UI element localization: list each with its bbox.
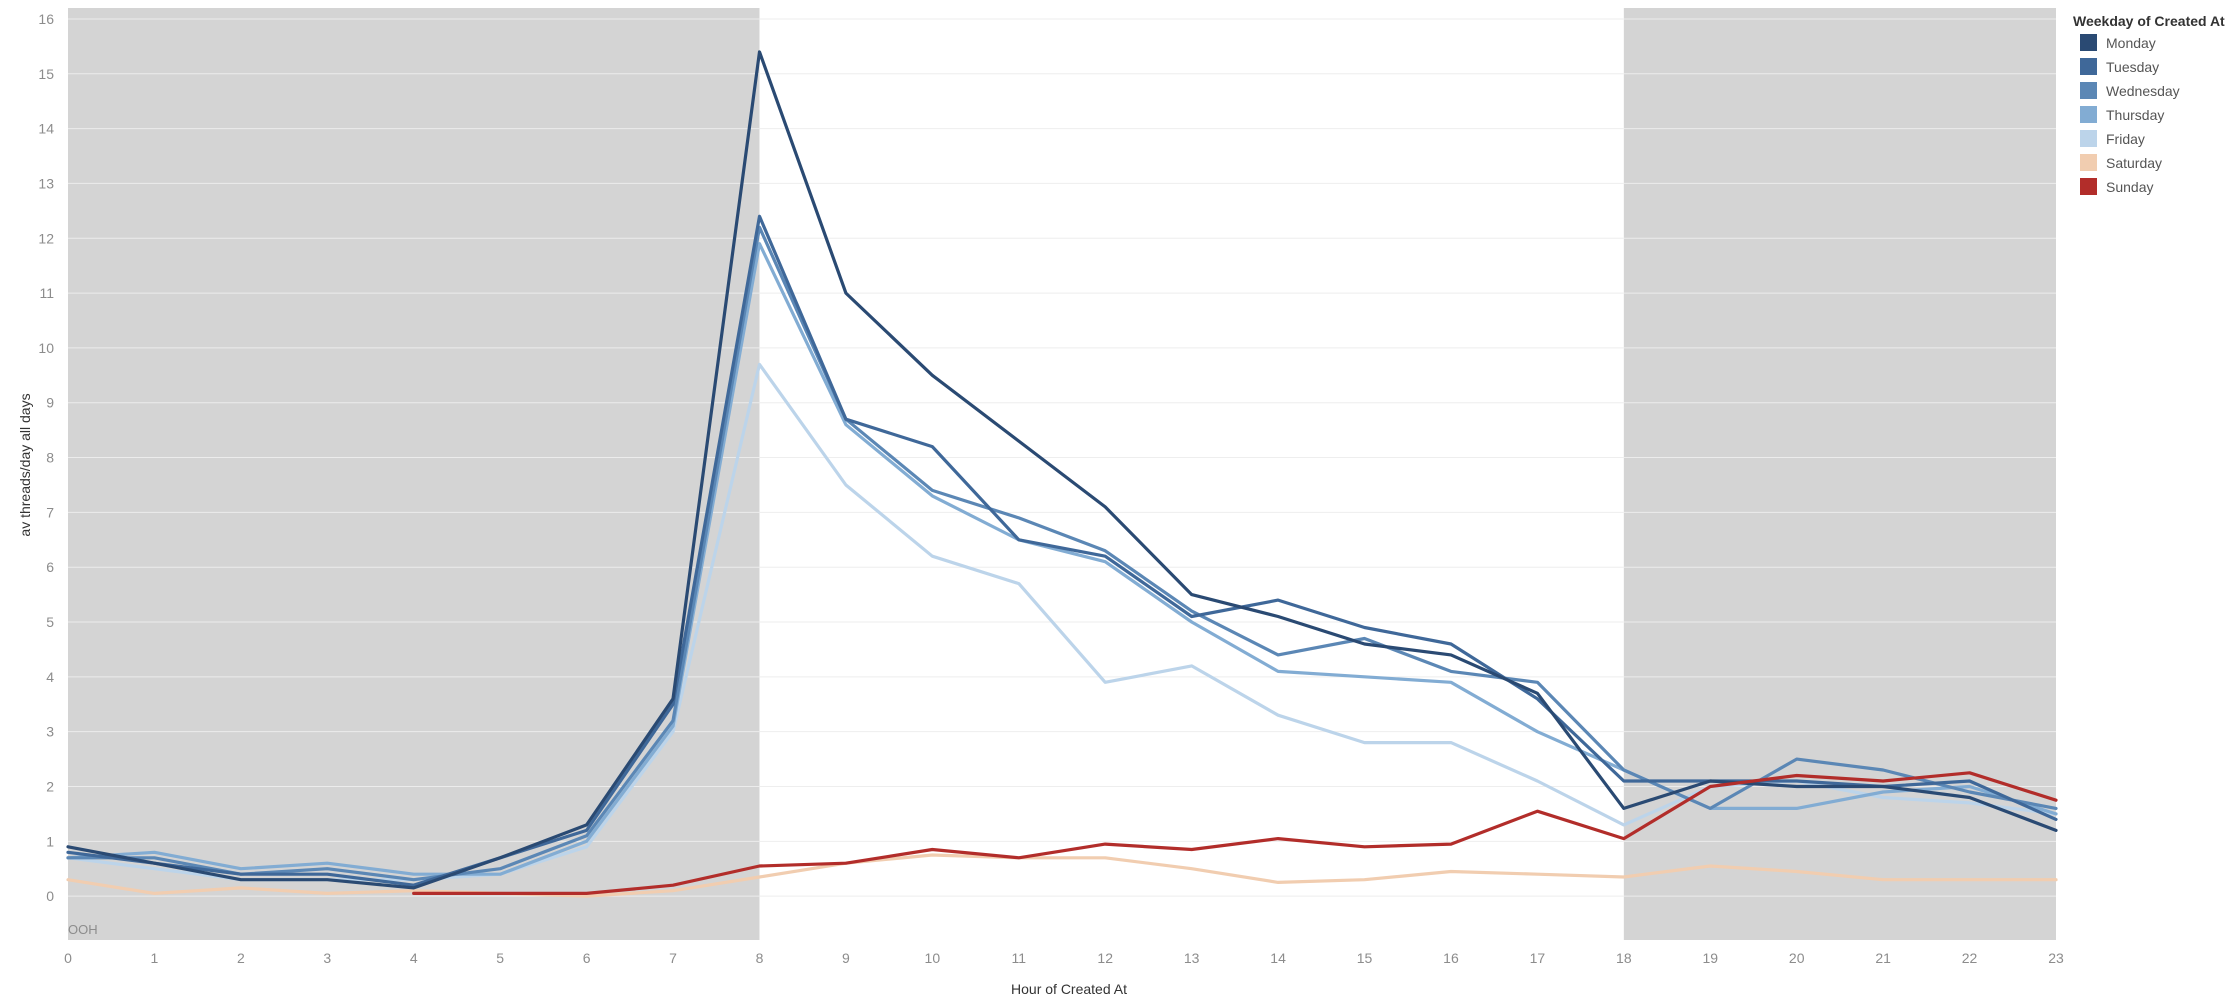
y-tick-15: 15 — [38, 66, 54, 82]
x-axis: 0 1 2 3 4 5 6 7 8 9 10 11 12 13 14 15 16 17 18 19 20 21 22 23 — [64, 950, 2064, 966]
x-tick-3: 3 — [323, 950, 331, 966]
series-line-saturday — [66, 853, 2058, 898]
legend-swatch-monday — [2080, 34, 2097, 51]
legend-label-thursday: Thursday — [2106, 107, 2164, 123]
legend-label-sunday: Sunday — [2106, 179, 2153, 195]
y-tick-14: 14 — [38, 121, 54, 137]
legend-swatch-thursday — [2080, 106, 2097, 123]
x-tick-5: 5 — [496, 950, 504, 966]
y-tick-4: 4 — [46, 669, 54, 685]
series-lines — [66, 50, 2058, 898]
legend-swatch-sunday — [2080, 178, 2097, 195]
series-line-thursday — [66, 242, 2058, 876]
y-tick-8: 8 — [46, 450, 54, 466]
legend-label-saturday: Saturday — [2106, 155, 2162, 171]
x-tick-19: 19 — [1702, 950, 1718, 966]
x-tick-17: 17 — [1530, 950, 1546, 966]
x-axis-title: Hour of Created At — [1011, 981, 1127, 997]
legend-items: Monday Tuesday Wednesday Thursday Friday Satu… — [2080, 34, 2180, 195]
x-tick-23: 23 — [2048, 950, 2064, 966]
band-label: OOH — [68, 922, 98, 937]
legend-label-friday: Friday — [2106, 131, 2145, 147]
shaded-band-0 — [68, 8, 760, 940]
x-tick-0: 0 — [64, 950, 72, 966]
y-tick-12: 12 — [38, 230, 54, 246]
series-line-monday — [66, 50, 2058, 890]
legend-label-monday: Monday — [2106, 35, 2156, 51]
legend-label-tuesday: Tuesday — [2106, 59, 2159, 75]
legend-swatch-wednesday — [2080, 82, 2097, 99]
y-tick-9: 9 — [46, 395, 54, 411]
y-tick-6: 6 — [46, 559, 54, 575]
x-tick-21: 21 — [1875, 950, 1891, 966]
gridlines — [68, 18, 2056, 897]
shaded-bands — [68, 8, 2056, 940]
y-tick-11: 11 — [39, 285, 54, 301]
series-line-sunday — [412, 771, 2058, 895]
y-tick-7: 7 — [46, 504, 54, 520]
x-tick-12: 12 — [1097, 950, 1113, 966]
series-line-wednesday — [66, 225, 2058, 882]
y-tick-0: 0 — [46, 888, 54, 904]
x-tick-10: 10 — [925, 950, 941, 966]
x-tick-18: 18 — [1616, 950, 1632, 966]
x-tick-11: 11 — [1012, 950, 1027, 966]
x-tick-14: 14 — [1270, 950, 1286, 966]
y-axis-title: av threads/day all days — [17, 393, 33, 536]
x-tick-8: 8 — [756, 950, 764, 966]
y-tick-5: 5 — [46, 614, 54, 630]
x-tick-4: 4 — [410, 950, 418, 966]
y-tick-10: 10 — [38, 340, 54, 356]
x-tick-7: 7 — [669, 950, 677, 966]
legend-swatch-friday — [2080, 130, 2097, 147]
x-tick-13: 13 — [1184, 950, 1200, 966]
legend-title: Weekday of Created At — [2073, 13, 2225, 29]
x-tick-15: 15 — [1357, 950, 1373, 966]
x-tick-9: 9 — [842, 950, 850, 966]
x-tick-16: 16 — [1443, 950, 1459, 966]
x-tick-1: 1 — [151, 950, 159, 966]
legend-swatch-saturday — [2080, 154, 2097, 171]
y-tick-3: 3 — [46, 724, 54, 740]
legend: Weekday of Created At Monday Tuesday Wedne… — [2073, 13, 2225, 195]
x-tick-6: 6 — [583, 950, 591, 966]
y-tick-13: 13 — [38, 175, 54, 191]
x-tick-20: 20 — [1789, 950, 1805, 966]
x-tick-22: 22 — [1962, 950, 1978, 966]
legend-swatch-tuesday — [2080, 58, 2097, 75]
y-tick-16: 16 — [38, 11, 54, 27]
y-tick-2: 2 — [46, 778, 54, 794]
legend-label-wednesday: Wednesday — [2106, 83, 2180, 99]
x-tick-2: 2 — [237, 950, 245, 966]
y-tick-1: 1 — [46, 833, 54, 849]
